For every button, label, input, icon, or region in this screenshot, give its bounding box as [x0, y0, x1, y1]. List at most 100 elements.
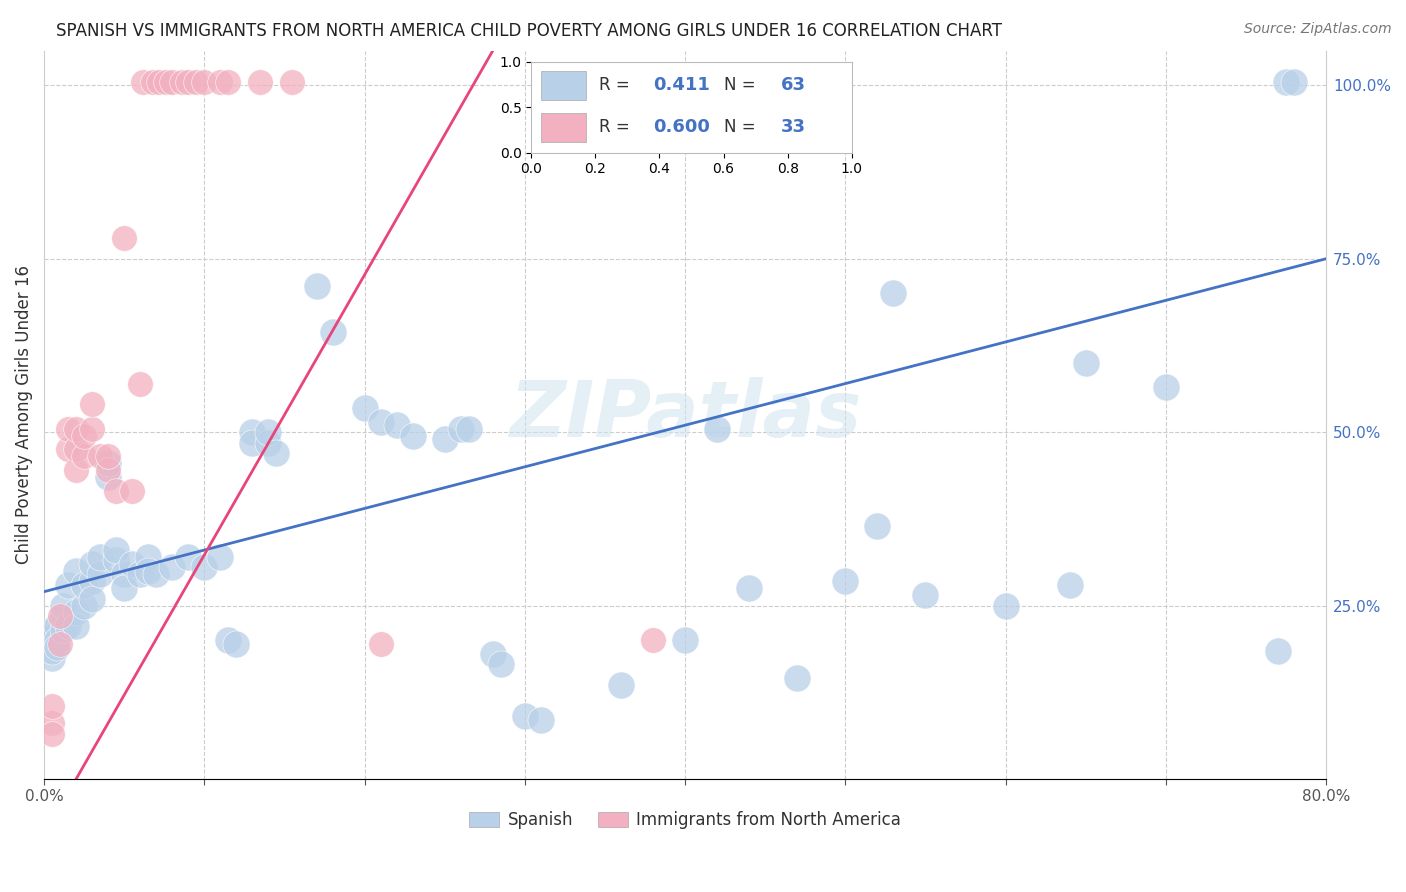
Point [738, 581, 761, 595]
Point [73, 578, 96, 592]
Point [155, 75, 177, 89]
Point [41, 650, 63, 665]
Point [433, 432, 456, 446]
Point [242, 425, 264, 439]
Point [65, 442, 87, 457]
Point [193, 560, 215, 574]
Point [353, 401, 375, 415]
Point [402, 428, 425, 442]
Point [610, 678, 633, 692]
Point [41, 630, 63, 644]
Point [82, 422, 104, 436]
Point [129, 376, 152, 391]
Point [97, 450, 120, 464]
Point [97, 463, 120, 477]
Point [73, 599, 96, 613]
Point [56, 422, 79, 436]
Point [1074, 356, 1097, 370]
Point [266, 446, 288, 460]
Point [49, 637, 72, 651]
Point [1154, 380, 1177, 394]
Point [142, 75, 165, 89]
Point [136, 564, 159, 578]
Point [148, 75, 170, 89]
Point [786, 671, 808, 685]
Text: SPANISH VS IMMIGRANTS FROM NORTH AMERICA CHILD POVERTY AMONG GIRLS UNDER 16 CORR: SPANISH VS IMMIGRANTS FROM NORTH AMERICA… [56, 22, 1002, 40]
Point [41, 716, 63, 731]
Point [457, 422, 479, 436]
Point [177, 549, 200, 564]
Point [121, 484, 143, 499]
Point [136, 549, 159, 564]
Point [49, 609, 72, 624]
Point [322, 325, 344, 339]
Point [882, 286, 904, 301]
Point [82, 397, 104, 411]
Point [305, 279, 328, 293]
Point [65, 463, 87, 477]
Point [450, 422, 472, 436]
Legend: Spanish, Immigrants from North America: Spanish, Immigrants from North America [463, 805, 908, 836]
Point [209, 549, 232, 564]
Point [65, 422, 87, 436]
Point [170, 75, 193, 89]
Point [73, 428, 96, 442]
Point [217, 633, 239, 648]
Point [209, 75, 232, 89]
Point [994, 599, 1017, 613]
Point [89, 450, 111, 464]
Point [1282, 75, 1305, 89]
Point [257, 425, 280, 439]
Point [834, 574, 856, 589]
Point [56, 442, 79, 457]
Point [45, 633, 67, 648]
Point [242, 435, 264, 450]
Point [706, 422, 728, 436]
Point [112, 231, 135, 245]
Point [673, 633, 696, 648]
Point [65, 619, 87, 633]
Point [45, 619, 67, 633]
Point [481, 647, 503, 661]
Point [162, 560, 184, 574]
Point [41, 727, 63, 741]
Point [370, 415, 392, 429]
Point [914, 588, 936, 602]
Point [82, 591, 104, 606]
Point [65, 564, 87, 578]
Point [82, 574, 104, 589]
Point [641, 633, 664, 648]
Point [121, 557, 143, 571]
Point [105, 553, 128, 567]
Point [45, 640, 67, 654]
Point [489, 657, 512, 672]
Point [370, 637, 392, 651]
Point [257, 435, 280, 450]
Point [65, 606, 87, 620]
Point [1267, 643, 1289, 657]
Point [866, 518, 889, 533]
Point [530, 713, 553, 727]
Point [112, 581, 135, 595]
Point [385, 418, 408, 433]
Point [41, 699, 63, 714]
Point [132, 75, 155, 89]
Text: Source: ZipAtlas.com: Source: ZipAtlas.com [1244, 22, 1392, 37]
Point [89, 567, 111, 582]
Point [112, 567, 135, 582]
Point [105, 543, 128, 558]
Point [82, 557, 104, 571]
Point [97, 456, 120, 470]
Point [105, 484, 128, 499]
Point [52, 623, 75, 637]
Point [41, 643, 63, 657]
Point [41, 637, 63, 651]
Point [56, 619, 79, 633]
Point [217, 75, 239, 89]
Point [225, 637, 247, 651]
Y-axis label: Child Poverty Among Girls Under 16: Child Poverty Among Girls Under 16 [15, 265, 32, 565]
Point [89, 549, 111, 564]
Point [56, 578, 79, 592]
Point [193, 75, 215, 89]
Point [145, 567, 167, 582]
